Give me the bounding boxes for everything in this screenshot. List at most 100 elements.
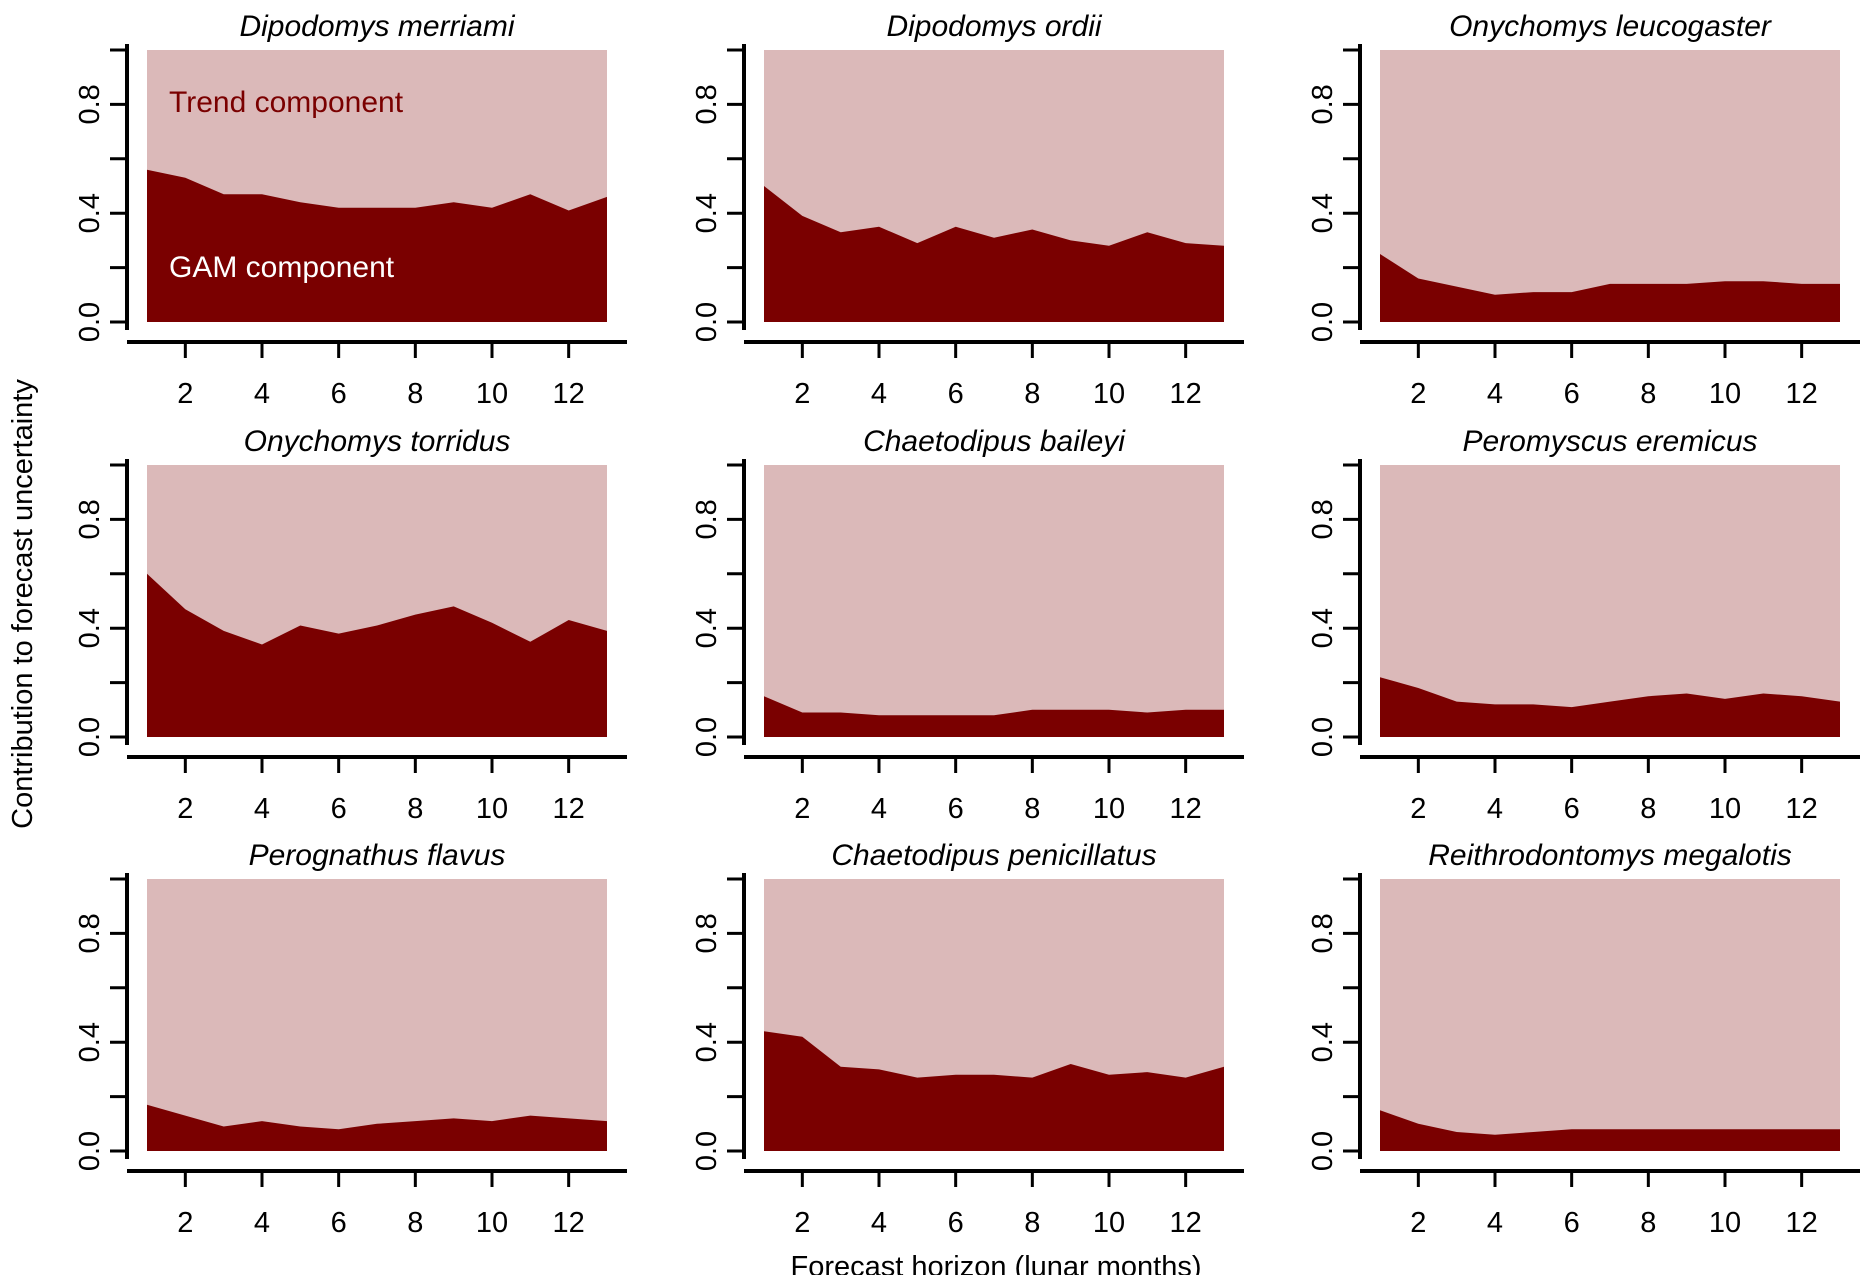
panel-perognathus-flavus: Perognathus flavus 0.0 0.4 0.8 2 4 6 8 10 12 xyxy=(74,839,627,1239)
x-tick-label: 2 xyxy=(794,1207,810,1239)
panel-title: Peromyscus eremicus xyxy=(1462,425,1757,458)
x-axis-label: Forecast horizon (lunar months) xyxy=(791,1251,1202,1275)
x-tick-label: 8 xyxy=(407,378,423,410)
x-tick-label: 6 xyxy=(331,1207,347,1239)
y-tick-label: 0.8 xyxy=(74,499,106,539)
x-tick-label: 2 xyxy=(177,378,193,410)
x-tick-label: 4 xyxy=(254,378,270,410)
x-tick-label: 4 xyxy=(871,378,887,410)
trend-area xyxy=(1380,465,1840,737)
panel-title: Onychomys torridus xyxy=(244,425,511,458)
y-tick-label: 0.0 xyxy=(691,302,723,342)
y-tick-label: 0.4 xyxy=(691,1022,723,1062)
x-tick-label: 8 xyxy=(407,1207,423,1239)
gam-area xyxy=(1380,677,1840,737)
x-tick-label: 8 xyxy=(407,793,423,825)
y-tick-label: 0.8 xyxy=(1307,499,1339,539)
panel-onychomys-leucogaster: Onychomys leucogaster 0.0 0.4 0.8 2 4 6 8 10 12 xyxy=(1307,10,1860,410)
x-tick-label: 4 xyxy=(871,793,887,825)
panel-title: Reithrodontomys megalotis xyxy=(1428,839,1792,872)
y-tick-label: 0.4 xyxy=(691,608,723,648)
panel-dipodomys-merriami: Dipodomys merriami 0.0 0.4 0.8 2 4 6 8 10 12 Trend… xyxy=(74,10,627,410)
y-tick-label: 0.4 xyxy=(1307,608,1339,648)
x-tick-label: 10 xyxy=(476,378,508,410)
y-tick-label: 0.0 xyxy=(1307,717,1339,757)
trend-area xyxy=(147,879,607,1151)
x-tick-label: 2 xyxy=(177,1207,193,1239)
trend-area xyxy=(764,465,1224,737)
panel-title: Chaetodipus baileyi xyxy=(863,425,1126,458)
x-tick-label: 10 xyxy=(1093,1207,1125,1239)
y-tick-label: 0.0 xyxy=(74,717,106,757)
x-tick-label: 10 xyxy=(1709,1207,1741,1239)
y-tick-label: 0.0 xyxy=(1307,1131,1339,1171)
y-tick-label: 0.8 xyxy=(1307,84,1339,124)
y-tick-label: 0.4 xyxy=(74,608,106,648)
gam-area xyxy=(147,573,607,737)
x-tick-label: 12 xyxy=(1170,793,1202,825)
x-tick-label: 6 xyxy=(1564,1207,1580,1239)
trend-area xyxy=(1380,50,1840,322)
x-tick-label: 12 xyxy=(1786,1207,1818,1239)
y-tick-label: 0.4 xyxy=(1307,1022,1339,1062)
panel-title: Chaetodipus penicillatus xyxy=(831,839,1156,872)
x-tick-label: 12 xyxy=(553,793,585,825)
panel-reithrodontomys-megalotis: Reithrodontomys megalotis 0.0 0.4 0.8 2 4 6 8 10… xyxy=(1307,839,1860,1239)
panel-onychomys-torridus: Onychomys torridus 0.0 0.4 0.8 2 4 6 8 10 12 xyxy=(74,425,627,825)
y-tick-label: 0.0 xyxy=(691,717,723,757)
x-tick-label: 6 xyxy=(948,793,964,825)
x-tick-label: 8 xyxy=(1640,378,1656,410)
gam-area xyxy=(764,696,1224,737)
x-tick-label: 4 xyxy=(254,793,270,825)
gam-area xyxy=(764,186,1224,322)
y-tick-label: 0.0 xyxy=(691,1131,723,1171)
y-tick-label: 0.0 xyxy=(74,302,106,342)
x-tick-label: 10 xyxy=(1093,378,1125,410)
x-tick-label: 8 xyxy=(1024,378,1040,410)
y-tick-label: 0.0 xyxy=(1307,302,1339,342)
y-tick-label: 0.4 xyxy=(74,1022,106,1062)
x-tick-label: 4 xyxy=(1487,793,1503,825)
x-tick-label: 6 xyxy=(1564,378,1580,410)
x-tick-label: 10 xyxy=(1709,378,1741,410)
x-tick-label: 6 xyxy=(331,378,347,410)
x-tick-label: 10 xyxy=(476,793,508,825)
x-tick-label: 12 xyxy=(553,1207,585,1239)
x-tick-label: 8 xyxy=(1640,793,1656,825)
panel-title: Dipodomys ordii xyxy=(886,10,1102,43)
y-axis-label: Contribution to forecast uncertainty xyxy=(7,379,39,829)
x-tick-label: 8 xyxy=(1024,1207,1040,1239)
panel-dipodomys-ordii: Dipodomys ordii 0.0 0.4 0.8 2 4 6 8 10 12 xyxy=(691,10,1244,410)
y-tick-label: 0.8 xyxy=(691,84,723,124)
gam-area xyxy=(764,1031,1224,1151)
x-tick-label: 2 xyxy=(1410,378,1426,410)
panel-title: Dipodomys merriami xyxy=(239,10,515,43)
y-tick-label: 0.0 xyxy=(74,1131,106,1171)
y-tick-label: 0.8 xyxy=(691,499,723,539)
x-tick-label: 8 xyxy=(1640,1207,1656,1239)
x-tick-label: 6 xyxy=(948,378,964,410)
x-tick-label: 6 xyxy=(1564,793,1580,825)
trend-component-label: Trend component xyxy=(169,86,404,119)
x-tick-label: 2 xyxy=(794,793,810,825)
panel-peromyscus-eremicus: Peromyscus eremicus 0.0 0.4 0.8 2 4 6 8 10 12 xyxy=(1307,425,1860,825)
x-tick-label: 12 xyxy=(1786,793,1818,825)
x-tick-label: 12 xyxy=(553,378,585,410)
x-tick-label: 10 xyxy=(476,1207,508,1239)
x-tick-label: 8 xyxy=(1024,793,1040,825)
y-tick-label: 0.4 xyxy=(691,193,723,233)
y-tick-label: 0.4 xyxy=(74,193,106,233)
panel-title: Onychomys leucogaster xyxy=(1449,10,1772,43)
x-tick-label: 12 xyxy=(1170,378,1202,410)
x-tick-label: 4 xyxy=(254,1207,270,1239)
gam-component-label: GAM component xyxy=(169,251,395,284)
y-tick-label: 0.4 xyxy=(1307,193,1339,233)
x-tick-label: 4 xyxy=(1487,1207,1503,1239)
y-tick-label: 0.8 xyxy=(1307,913,1339,953)
x-tick-label: 2 xyxy=(1410,793,1426,825)
trend-area xyxy=(1380,879,1840,1151)
panel-title: Perognathus flavus xyxy=(249,839,506,872)
gam-area xyxy=(147,169,607,322)
x-tick-label: 2 xyxy=(1410,1207,1426,1239)
